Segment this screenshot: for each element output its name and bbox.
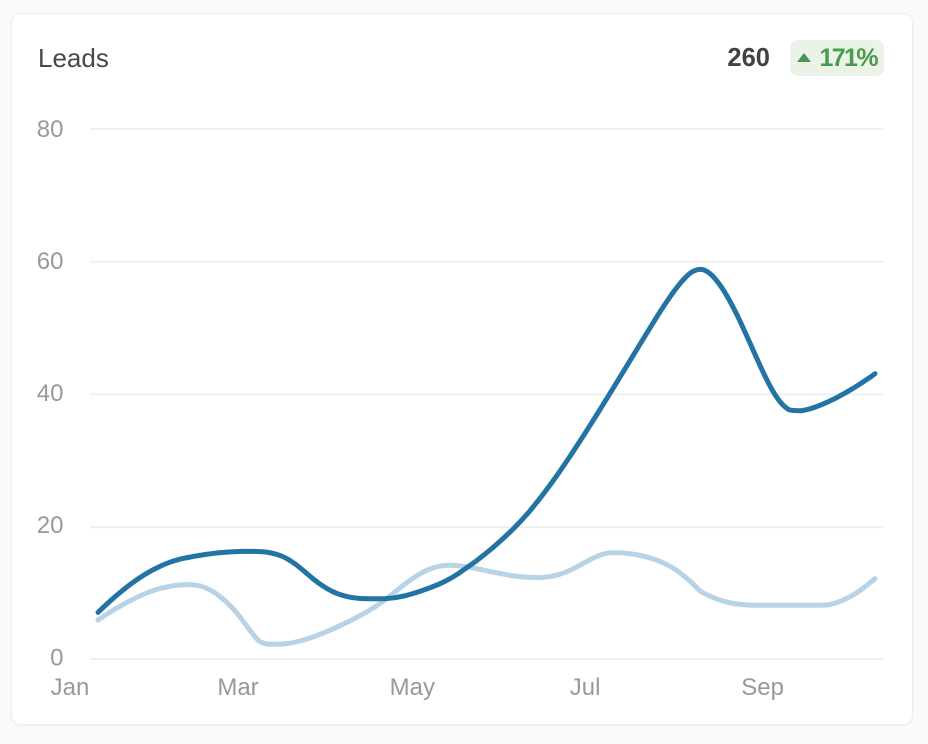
svg-text:80: 80 bbox=[37, 116, 64, 143]
svg-text:40: 40 bbox=[37, 380, 64, 407]
svg-text:May: May bbox=[390, 674, 435, 701]
svg-text:Sep: Sep bbox=[741, 674, 784, 701]
svg-text:0: 0 bbox=[50, 644, 63, 671]
svg-text:Mar: Mar bbox=[217, 674, 258, 701]
svg-text:60: 60 bbox=[37, 248, 64, 275]
svg-text:Jul: Jul bbox=[570, 674, 601, 701]
svg-text:Jan: Jan bbox=[51, 674, 90, 701]
svg-text:20: 20 bbox=[37, 512, 64, 539]
